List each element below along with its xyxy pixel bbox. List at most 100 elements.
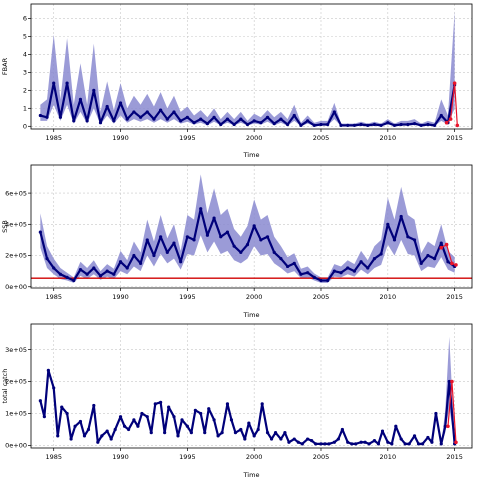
data-point: [72, 119, 76, 123]
retro-point: [450, 261, 454, 266]
data-point: [285, 122, 290, 127]
data-point: [376, 442, 381, 446]
confidence-band: [40, 11, 455, 126]
data-point: [372, 439, 377, 443]
data-point: [58, 115, 63, 119]
plot-frame: [30, 164, 473, 289]
data-point: [185, 235, 189, 239]
data-point: [432, 257, 437, 261]
data-point: [132, 418, 136, 422]
data-point: [310, 439, 314, 443]
data-point: [439, 241, 443, 245]
retro-line: [446, 83, 458, 126]
retro-point: [455, 123, 460, 128]
data-point: [416, 442, 421, 446]
data-point: [52, 386, 56, 390]
data-point: [340, 427, 344, 432]
data-point: [180, 418, 184, 422]
x-axis-label: Time: [243, 311, 260, 319]
data-point: [212, 115, 216, 119]
data-point: [259, 238, 263, 242]
data-point: [399, 122, 403, 127]
x-tick-label: 1985: [45, 293, 62, 301]
data-point: [380, 429, 385, 433]
plot-frame: [30, 3, 473, 130]
data-point: [167, 405, 171, 409]
data-point: [406, 122, 410, 127]
data-point: [159, 108, 163, 112]
data-point: [447, 379, 451, 384]
data-point: [265, 235, 270, 239]
data-point: [314, 442, 318, 446]
data-point: [232, 122, 236, 127]
data-point: [229, 418, 234, 422]
data-point: [379, 123, 383, 128]
data-point: [122, 424, 127, 428]
x-axis-label: Time: [243, 471, 260, 479]
y-tick-label: 6: [23, 15, 27, 23]
data-point: [363, 440, 367, 444]
retro-point: [448, 117, 453, 121]
data-point: [152, 117, 156, 121]
data-point: [172, 110, 176, 114]
data-point: [225, 402, 230, 406]
data-point: [219, 122, 223, 127]
data-point: [265, 431, 270, 435]
data-point: [153, 402, 157, 406]
data-point: [239, 117, 243, 121]
y-tick-label: 1: [23, 105, 27, 113]
data-point: [243, 437, 247, 441]
data-point: [439, 113, 443, 118]
data-point: [125, 117, 129, 121]
data-point: [292, 437, 296, 441]
data-point: [299, 123, 303, 128]
data-point: [132, 253, 136, 258]
data-point: [212, 216, 216, 220]
data-point: [193, 408, 197, 412]
x-tick-label: 2005: [313, 134, 330, 142]
x-tick-label: 2005: [313, 293, 330, 301]
data-point: [352, 269, 356, 273]
data-point: [138, 261, 143, 265]
data-point: [85, 119, 89, 123]
data-point: [372, 122, 377, 127]
data-point: [247, 421, 251, 425]
panel-2: 1985 1990 1995 2000 2005 2010 2015 0e+00 2e+05 4e…: [1, 164, 473, 319]
y-tick-label: 2e+05: [5, 378, 27, 386]
data-point: [192, 121, 196, 125]
data-point: [118, 415, 123, 419]
data-point: [319, 122, 323, 127]
data-point: [287, 440, 291, 444]
data-point: [259, 121, 263, 125]
retro-point: [450, 379, 454, 384]
data-point: [179, 260, 183, 264]
data-point: [326, 122, 330, 127]
data-point: [439, 442, 443, 446]
confidence-band: [40, 174, 455, 283]
data-point: [265, 115, 270, 119]
data-point: [306, 119, 310, 123]
data-point: [319, 278, 323, 283]
data-point: [326, 278, 330, 283]
data-point: [172, 415, 176, 419]
retro-point: [454, 440, 458, 445]
data-point: [430, 440, 434, 444]
data-point: [138, 115, 143, 119]
data-point: [426, 253, 430, 258]
data-point: [45, 257, 49, 261]
data-point: [165, 250, 169, 255]
data-point: [233, 431, 238, 435]
x-tick-label: 1990: [112, 453, 129, 461]
data-point: [225, 117, 230, 121]
data-point: [390, 442, 394, 446]
data-point: [269, 437, 274, 441]
retro-point: [444, 120, 449, 125]
y-tick-label: 2: [23, 87, 27, 95]
data-point: [239, 427, 243, 432]
data-point: [113, 427, 117, 432]
data-point: [336, 437, 340, 441]
y-axis-label: total catch: [1, 369, 9, 404]
data-point: [319, 442, 323, 446]
data-point: [199, 117, 203, 121]
panel-3: 1985 1990 1995 2000 2005 2010 2015 0e+00 1e+05 2e…: [1, 323, 473, 479]
